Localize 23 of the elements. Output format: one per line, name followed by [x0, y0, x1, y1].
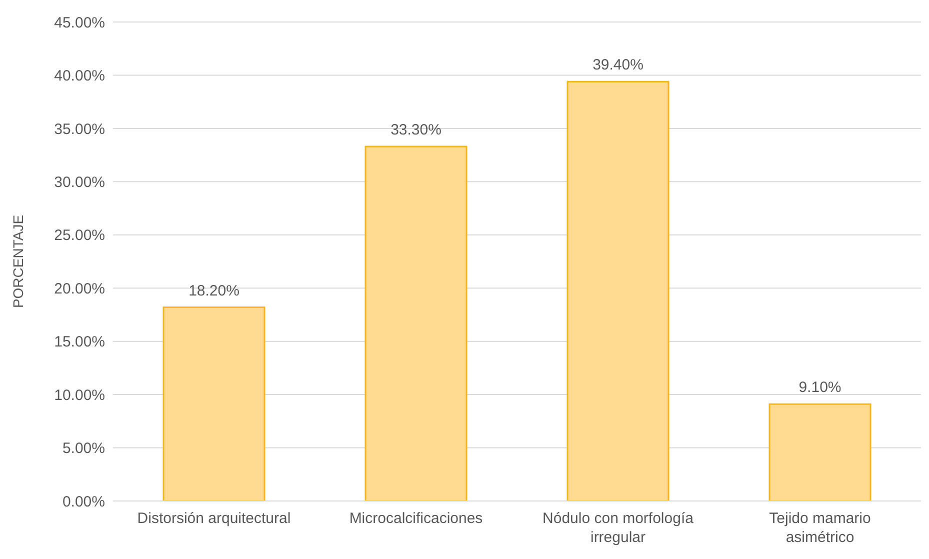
x-tick-label: Microcalcificaciones	[349, 510, 483, 527]
y-tick-label: 40.00%	[54, 68, 105, 85]
data-label: 18.20%	[188, 282, 240, 300]
bar	[566, 80, 670, 501]
y-tick-label: 20.00%	[54, 280, 105, 298]
y-tick-label: 10.00%	[54, 386, 105, 404]
x-tick-label: Nódulo con morfología irregular	[542, 510, 694, 546]
y-tick-label: 5.00%	[62, 440, 105, 458]
y-tick-label: 15.00%	[54, 334, 105, 351]
y-tick-label: 25.00%	[54, 227, 105, 244]
y-tick-label: 0.00%	[62, 493, 105, 510]
bar	[162, 306, 266, 501]
bar	[768, 403, 872, 501]
y-axis-title: PORCENTAJE	[10, 214, 26, 308]
x-tick-label: Distorsión arquitectural	[137, 510, 291, 527]
data-label: 39.40%	[592, 56, 644, 74]
bar	[364, 146, 468, 501]
data-label: 9.10%	[798, 379, 842, 396]
y-tick-label: 35.00%	[54, 120, 105, 138]
x-tick-label: Tejido mamario asimétrico	[769, 510, 871, 546]
y-tick-label: 30.00%	[54, 174, 105, 191]
y-tick-label: 45.00%	[54, 14, 105, 32]
data-label: 33.30%	[390, 122, 442, 139]
